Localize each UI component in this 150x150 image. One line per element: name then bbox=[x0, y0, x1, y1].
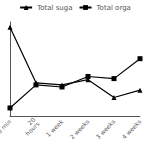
svg-text:Total suga: Total suga bbox=[36, 4, 72, 12]
svg-text:hours: hours bbox=[24, 120, 41, 137]
svg-text:3 weeks: 3 weeks bbox=[94, 118, 116, 140]
svg-text:0 min: 0 min bbox=[0, 118, 13, 135]
svg-text:20: 20 bbox=[26, 115, 37, 127]
svg-text:2 weeks: 2 weeks bbox=[68, 118, 90, 140]
svg-text:Total orga: Total orga bbox=[96, 4, 131, 12]
svg-text:4 weeks: 4 weeks bbox=[120, 118, 142, 140]
svg-text:1 week: 1 week bbox=[44, 118, 64, 138]
